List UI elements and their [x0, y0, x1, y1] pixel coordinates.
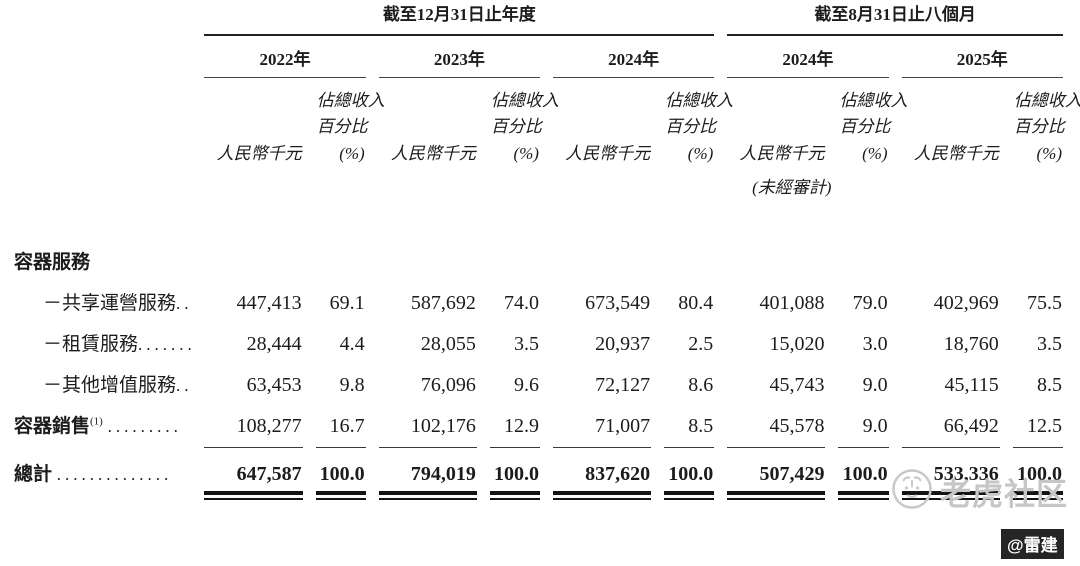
pct-header-2023: 佔總收入 百分比 (%)	[490, 91, 559, 163]
revenue-breakdown-table: 截至12月31日止年度 截至8月31日止八個月 2022年 2023年 2024…	[0, 4, 1080, 500]
year-2022: 2022年	[204, 36, 366, 79]
pct-cell: 8.5	[1037, 373, 1062, 396]
total-value-cell: 837,620	[552, 448, 652, 500]
watermark-user-badge: @雷建	[1001, 529, 1064, 559]
empty-cell	[13, 78, 191, 199]
value-cell: 45,578	[727, 398, 826, 448]
value-cell: 18,760	[943, 332, 999, 355]
dot-leader: ....	[176, 375, 192, 395]
value-cell: 447,413	[236, 291, 302, 314]
total-pct-cell: 100.0	[664, 448, 715, 500]
value-cell: 587,692	[410, 291, 476, 314]
row-label: －共享運營服務....	[13, 275, 191, 316]
pct-cell: 12.9	[489, 398, 540, 448]
pct-cell: 8.6	[688, 373, 714, 396]
total-value-cell: 507,429	[727, 448, 826, 500]
row-label: －其他增值服務....	[13, 357, 191, 398]
row-label: 總計 ..............	[14, 463, 173, 485]
pct-cell: 8.5	[664, 398, 715, 448]
dot-leader: .........	[107, 416, 182, 436]
value-cell: 102,176	[378, 398, 477, 448]
rmb-header-2024: 人民幣千元	[565, 143, 651, 163]
pct-cell: 80.4	[678, 291, 714, 314]
footnote-marker: (1)	[90, 415, 103, 428]
dot-leader: ....	[176, 293, 192, 313]
table-row-total: 總計 .............. 647,587 100.0 794,019 …	[13, 448, 1064, 500]
year-2023: 2023年	[378, 36, 540, 79]
section-label-container-services: 容器服務	[14, 252, 91, 274]
rmb-header-2023: 人民幣千元	[390, 143, 476, 163]
value-cell: 402,969	[933, 291, 999, 314]
pct-header-2024: 佔總收入 百分比 (%)	[665, 91, 734, 163]
unaudited-note: (未經審計)	[752, 177, 832, 197]
pct-cell: 69.1	[329, 291, 365, 314]
total-pct-cell: 100.0	[315, 448, 366, 500]
year-2025-8m: 2025年	[901, 36, 1063, 79]
pct-header-2024-8m: 佔總收入 百分比 (%)	[839, 91, 908, 163]
period-group-annual: 截至12月31日止年度	[204, 4, 715, 36]
year-header-row: 2022年 2023年 2024年 2024年 2025年	[13, 36, 1063, 79]
pct-cell: 4.4	[339, 332, 365, 355]
total-pct-cell: 100.0	[1012, 448, 1064, 500]
value-cell: 401,088	[759, 291, 825, 314]
year-2024-8m: 2024年	[727, 36, 889, 79]
total-pct-cell: 100.0	[838, 448, 889, 500]
value-cell: 28,055	[420, 332, 476, 355]
pct-cell: 74.0	[503, 291, 539, 314]
pct-cell: 3.5	[513, 332, 539, 355]
empty-cell	[13, 4, 191, 36]
rmb-header-2024-8m: 人民幣千元 (未經審計)	[739, 143, 832, 197]
total-value-cell: 533,336	[901, 448, 1000, 500]
pct-cell: 16.7	[315, 398, 366, 448]
value-cell: 15,020	[769, 332, 825, 355]
section-row: 容器服務	[13, 251, 1063, 275]
dot-leader: ........	[138, 334, 191, 354]
pct-cell: 2.5	[688, 332, 714, 355]
table-row-value-added: －其他增值服務.... 63,453 9.8 76,096 9.6 72,127…	[13, 357, 1063, 398]
table-row-container-sales: 容器銷售(1) ......... 108,277 16.7 102,176 1…	[13, 398, 1063, 448]
table-row-rental: －租賃服務........ 28,444 4.4 28,055 3.5 20,9…	[13, 316, 1063, 357]
value-cell: 673,549	[585, 291, 651, 314]
period-group-header-row: 截至12月31日止年度 截至8月31日止八個月	[13, 4, 1063, 36]
rmb-header-2025-8m: 人民幣千元	[913, 143, 999, 163]
value-cell: 72,127	[595, 373, 651, 396]
pct-cell: 79.0	[852, 291, 888, 314]
pct-cell: 9.0	[838, 398, 889, 448]
value-cell: 20,937	[595, 332, 651, 355]
total-value-cell: 794,019	[378, 448, 478, 500]
pct-cell: 75.5	[1027, 291, 1062, 314]
value-cell: 45,743	[769, 373, 825, 396]
value-cell: 108,277	[204, 398, 303, 448]
pct-cell: 9.6	[513, 373, 539, 396]
empty-cell	[13, 36, 191, 79]
row-label: －租賃服務........	[13, 316, 191, 357]
pct-cell: 12.5	[1012, 398, 1063, 448]
pct-cell: 3.5	[1037, 332, 1062, 355]
row-label: 容器銷售(1) .........	[14, 415, 182, 437]
pct-cell: 9.8	[339, 373, 365, 396]
total-pct-cell: 100.0	[489, 448, 541, 500]
value-cell: 66,492	[901, 398, 1000, 448]
rmb-header-2022: 人民幣千元	[216, 143, 302, 163]
table-row-shared-operation: －共享運營服務.... 447,413 69.1 587,692 74.0 67…	[13, 275, 1063, 316]
dot-leader: ..............	[56, 464, 173, 484]
period-group-eight-months: 截至8月31日止八個月	[727, 4, 1063, 36]
pct-cell: 3.0	[862, 332, 888, 355]
pct-header-2022: 佔總收入 百分比 (%)	[316, 91, 385, 163]
pct-header-2025-8m: 佔總收入 百分比 (%)	[1013, 91, 1080, 163]
value-cell: 71,007	[552, 398, 652, 448]
spacer-row	[13, 199, 1063, 251]
column-subheader-row: 人民幣千元 佔總收入 百分比 (%) 人民幣千元 佔總收入 百分比 (%) 人民…	[13, 78, 1080, 199]
value-cell: 76,096	[420, 373, 476, 396]
year-2024: 2024年	[552, 36, 715, 79]
pct-cell: 9.0	[862, 373, 888, 396]
value-cell: 45,115	[944, 373, 999, 396]
total-value-cell: 647,587	[204, 448, 303, 500]
value-cell: 63,453	[246, 373, 302, 396]
value-cell: 28,444	[246, 332, 302, 355]
